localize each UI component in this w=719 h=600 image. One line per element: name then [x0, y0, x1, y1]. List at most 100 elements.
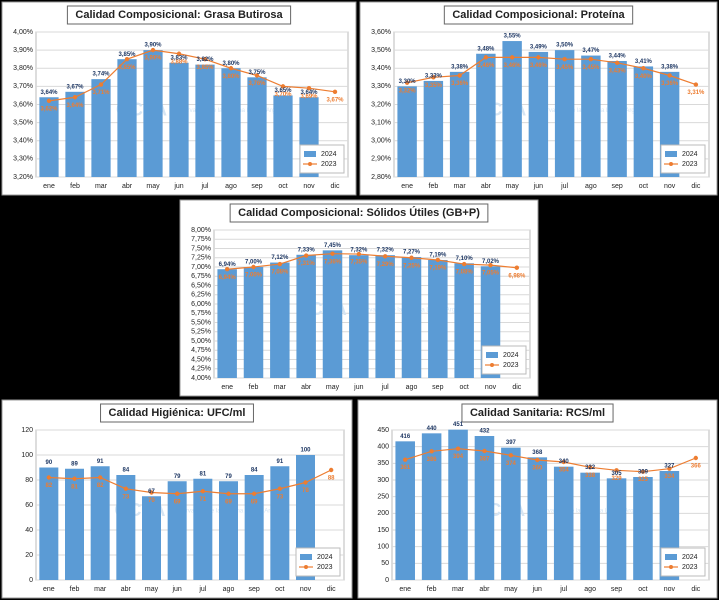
- y-tick-label: 60: [25, 502, 33, 509]
- line-point: [277, 486, 283, 491]
- y-tick-label: 0: [29, 577, 33, 584]
- y-tick-label: 5,25%: [191, 329, 211, 336]
- y-tick-label: 250: [377, 494, 389, 501]
- line-point: [98, 82, 104, 87]
- x-tick-label: ago: [406, 384, 418, 391]
- line-point: [514, 265, 520, 270]
- y-tick-label: 6,00%: [191, 301, 211, 308]
- bar: [501, 447, 521, 580]
- y-tick-label: 3,50%: [371, 47, 391, 54]
- title-box: [66, 5, 292, 25]
- line-point: [174, 491, 180, 496]
- x-tick-label: ago: [584, 586, 596, 593]
- data-label: 84: [251, 468, 258, 474]
- x-tick-label: feb: [429, 183, 439, 190]
- bar: [395, 441, 415, 580]
- legend-box: [299, 144, 345, 174]
- x-tick-label: jun: [353, 384, 363, 391]
- y-tick-label: 3,70%: [13, 83, 33, 90]
- y-tick-label: 4,00%: [13, 29, 33, 36]
- bar: [428, 259, 448, 378]
- line-point: [382, 254, 388, 259]
- bar: [421, 433, 442, 580]
- data-label: 3,44%: [609, 54, 627, 60]
- data-label: 7,35%: [350, 260, 368, 266]
- legend-box: [660, 144, 706, 174]
- x-tick-label: nov: [664, 183, 676, 190]
- data-label: 3,74%: [92, 72, 110, 78]
- data-label: 366: [691, 464, 702, 470]
- chart-title: Calidad Higiénica: UFC/ml: [109, 407, 246, 419]
- y-tick-label: 2,80%: [371, 174, 391, 181]
- data-label: 329: [612, 476, 623, 482]
- x-tick-label: mar: [454, 183, 467, 190]
- data-label: 3,41%: [635, 59, 653, 65]
- data-label: 7,08%: [271, 270, 289, 276]
- data-label: 7,19%: [429, 266, 447, 272]
- line-point: [97, 475, 103, 480]
- y-tick-label: 8,00%: [191, 227, 211, 234]
- x-tick-label: nov: [300, 586, 312, 593]
- data-label: 340: [559, 459, 570, 465]
- data-label: 3,35%: [425, 83, 443, 89]
- data-label: 3,85%: [118, 65, 136, 71]
- data-label: 3,55%: [504, 34, 522, 40]
- chart-title: Calidad Composicional: Grasa Butirosa: [75, 9, 283, 21]
- bar: [116, 475, 136, 580]
- x-tick-label: mar: [95, 183, 108, 190]
- x-tick-label: ago: [223, 586, 235, 593]
- x-tick-label: ago: [585, 183, 597, 190]
- data-label: 3,45%: [582, 65, 600, 71]
- data-label: 3,90%: [144, 56, 162, 62]
- y-tick-label: 3,60%: [371, 29, 391, 36]
- x-tick-label: jun: [173, 183, 183, 190]
- data-label: 7,10%: [456, 256, 474, 262]
- bar: [219, 481, 238, 580]
- x-tick-label: feb: [70, 586, 80, 593]
- bar: [527, 457, 548, 580]
- data-label: 3,67%: [326, 97, 344, 103]
- chart-panel: Calidad Composicional: Grasa Butirosa 3,2…: [1, 1, 357, 196]
- line-point: [614, 468, 619, 473]
- legend-label: 2024: [321, 151, 337, 158]
- data-label: 89: [71, 461, 78, 467]
- title-box: [229, 203, 489, 223]
- data-label: 3,50%: [556, 43, 574, 49]
- y-tick-label: 2,90%: [371, 156, 391, 163]
- data-label: 325: [638, 477, 649, 483]
- legend-swatch-point: [490, 363, 494, 367]
- data-label: 7,27%: [403, 250, 421, 256]
- bar: [247, 77, 267, 177]
- y-tick-label: 4,00%: [191, 375, 211, 382]
- data-label: 90: [45, 460, 52, 466]
- line-point: [693, 455, 698, 461]
- line-point: [455, 446, 461, 451]
- y-tick-label: 150: [377, 527, 389, 534]
- y-tick-label: 6,50%: [191, 282, 211, 289]
- legend-swatch-point: [669, 565, 673, 569]
- line-point: [149, 490, 154, 495]
- x-tick-label: oct: [275, 586, 284, 593]
- x-tick-label: mar: [94, 586, 107, 593]
- y-tick-label: 3,50%: [13, 119, 33, 126]
- legend-swatch: [486, 352, 498, 358]
- legend-label: 2024: [682, 554, 698, 561]
- line: [227, 253, 517, 270]
- x-tick-label: may: [146, 183, 160, 190]
- data-label: 305: [612, 471, 623, 477]
- bar: [167, 481, 187, 580]
- line-point: [176, 51, 182, 56]
- bar: [39, 467, 59, 580]
- data-label: 3,80%: [222, 74, 240, 80]
- y-tick-label: 7,00%: [191, 264, 211, 271]
- line-point: [536, 55, 541, 60]
- x-tick-label: jul: [381, 384, 389, 391]
- line-point: [461, 261, 467, 267]
- data-label: 6,98%: [508, 273, 526, 279]
- data-label: 7,33%: [298, 247, 316, 253]
- x-tick-label: sep: [611, 586, 622, 593]
- data-label: 91: [276, 459, 283, 465]
- y-tick-label: 7,75%: [191, 236, 211, 243]
- data-label: 334: [664, 474, 675, 480]
- line-point: [330, 251, 335, 256]
